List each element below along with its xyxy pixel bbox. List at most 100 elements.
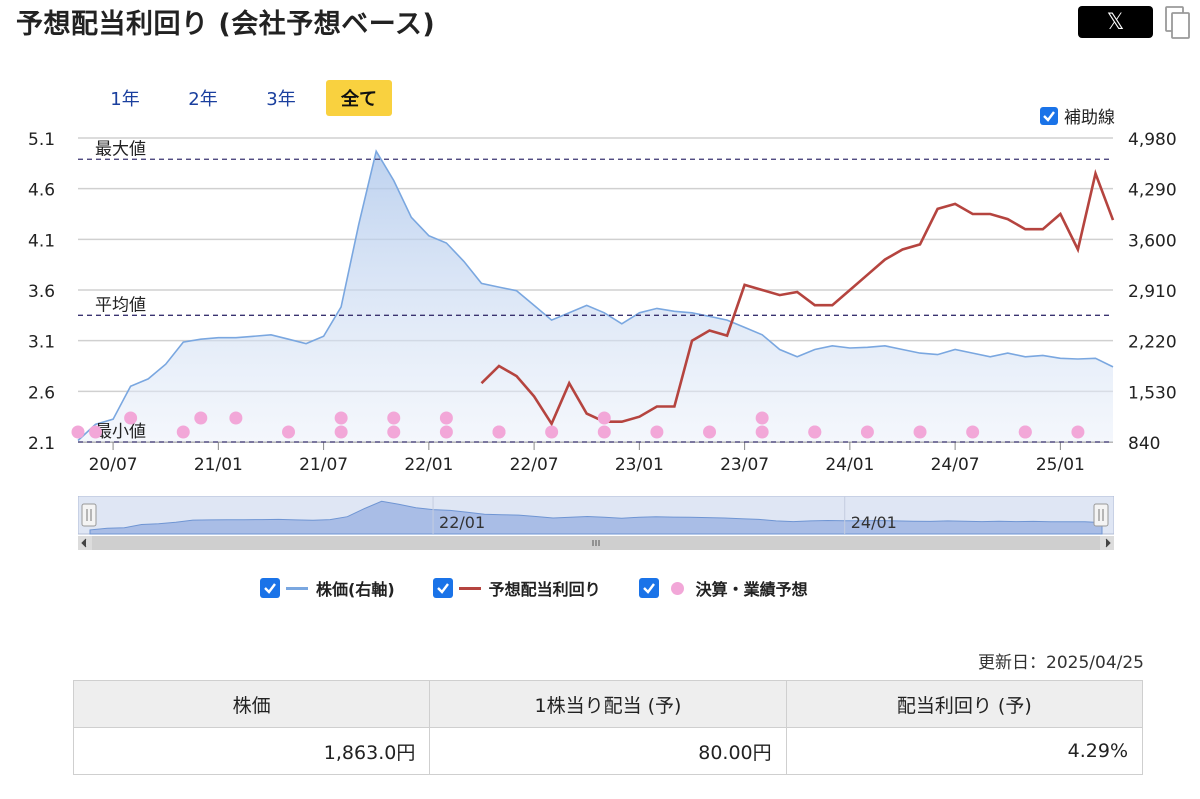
earnings-event-marker — [439, 425, 453, 439]
x-tick-label: 24/01 — [825, 455, 874, 475]
earnings-event-marker — [492, 425, 506, 439]
legend-item-yield[interactable]: 予想配当利回り — [432, 576, 601, 600]
table-header-cell: 1株当り配当 (予) — [429, 680, 787, 728]
summary-table: 株価 1株当り配当 (予) 配当利回り (予) 1,863.0円 80.00円 … — [72, 680, 1144, 775]
y-tick-label-right: 4,290 — [1128, 181, 1177, 201]
reference-line-label: 最小値 — [95, 422, 146, 442]
navigator-handle[interactable] — [1093, 503, 1109, 527]
y-tick-label-left: 3.6 — [28, 282, 55, 302]
range-tab-all[interactable]: 全て — [326, 80, 392, 116]
yield-line — [480, 169, 1115, 427]
y-tick-label-right: 4,980 — [1128, 130, 1177, 150]
x-logo-icon: 𝕏 — [1106, 9, 1125, 35]
y-tick-label-right: 1,530 — [1128, 383, 1177, 403]
earnings-event-marker — [282, 425, 296, 439]
dividend-yield-value: 4.29% — [785, 727, 1144, 775]
range-tabs: 1年 2年 3年 全て — [92, 80, 404, 116]
navigator-handle[interactable] — [81, 503, 97, 527]
earnings-event-marker — [545, 425, 559, 439]
x-tick-label: 22/07 — [510, 455, 559, 475]
checkbox-checked-icon[interactable] — [260, 578, 280, 598]
y-tick-label-right: 3,600 — [1128, 231, 1177, 251]
y-tick-label-right: 840 — [1128, 434, 1160, 454]
earnings-event-marker — [387, 425, 401, 439]
earnings-event-marker — [597, 411, 611, 425]
dividend-per-share-value: 80.00円 — [429, 727, 787, 775]
price-area — [78, 151, 1113, 442]
copy-icon — [1165, 6, 1190, 39]
x-tick-label: 25/01 — [1036, 455, 1085, 475]
table-header-cell: 株価 — [72, 680, 431, 728]
earnings-event-marker — [597, 425, 611, 439]
earnings-event-marker — [124, 411, 138, 425]
reference-line-label: 最大値 — [95, 139, 146, 159]
table-row: 1,863.0円 80.00円 4.29% — [72, 727, 1144, 775]
updated-date: 更新日：2025/04/25 — [978, 653, 1144, 673]
dividend-yield-chart: 5.1 4,980 4.6 4,290 4.1 3,600 3.6 2,910 3.1 2,220… — [28, 130, 1177, 475]
earnings-event-marker — [334, 425, 348, 439]
x-tick-label: 23/07 — [720, 455, 769, 475]
earnings-event-marker — [334, 411, 348, 425]
y-tick-label-left: 3.1 — [28, 333, 55, 353]
earnings-event-marker — [194, 411, 208, 425]
table-header-row: 株価 1株当り配当 (予) 配当利回り (予) — [72, 680, 1144, 728]
x-tick-label: 23/01 — [615, 455, 664, 475]
checkbox-checked-icon[interactable] — [638, 578, 659, 598]
earnings-event-marker — [89, 425, 103, 439]
earnings-event-marker — [913, 425, 927, 439]
range-tab-1y[interactable]: 1年 — [110, 89, 140, 110]
legend-item-earnings[interactable]: 決算・業績予想 — [638, 576, 808, 600]
legend-label: 株価(右軸) — [316, 580, 395, 599]
legend-dot-swatch — [670, 581, 684, 595]
x-tick-label: 22/01 — [404, 455, 453, 475]
checkbox-checked-icon[interactable] — [1040, 106, 1058, 125]
x-tick-label: 21/01 — [194, 455, 243, 475]
reference-line-label: 平均値 — [95, 295, 146, 315]
y-tick-label-left: 4.6 — [28, 181, 55, 201]
y-tick-label-left: 2.6 — [28, 383, 55, 403]
navigator-series — [89, 500, 1103, 535]
x-tick-label: 24/07 — [931, 455, 980, 475]
earnings-event-marker — [860, 425, 874, 439]
range-tab-3y[interactable]: 3年 — [266, 89, 296, 110]
earnings-event-marker — [755, 425, 769, 439]
earnings-event-marker — [755, 411, 769, 425]
legend-line-swatch — [458, 586, 481, 590]
earnings-event-marker — [229, 411, 243, 425]
y-tick-label-left: 4.1 — [28, 231, 55, 251]
page-title: 予想配当利回り (会社予想ベース) — [16, 9, 436, 40]
earnings-event-marker — [650, 425, 664, 439]
legend-item-price[interactable]: 株価(右軸) — [260, 576, 395, 600]
navigator-tick-label: 24/01 — [851, 513, 897, 532]
y-tick-label-left: 2.1 — [28, 434, 55, 454]
legend-label: 決算・業績予想 — [695, 580, 808, 599]
checkbox-checked-icon[interactable] — [432, 578, 453, 598]
y-tick-label-right: 2,220 — [1128, 333, 1177, 353]
range-navigator[interactable]: 22/01 24/01 — [78, 496, 1114, 552]
chart-legend: 株価(右軸) 予想配当利回り 決算・業績予想 — [260, 576, 846, 600]
y-tick-label-left: 5.1 — [28, 130, 55, 150]
copy-link-button[interactable] — [1165, 6, 1191, 40]
earnings-event-marker — [703, 425, 717, 439]
x-tick-label: 20/07 — [89, 455, 138, 475]
stock-price-value: 1,863.0円 — [72, 727, 431, 775]
legend-label: 予想配当利回り — [488, 580, 601, 599]
y-tick-label-right: 2,910 — [1128, 282, 1177, 302]
scroll-arrow-icon[interactable] — [1105, 538, 1111, 548]
share-x-button[interactable]: 𝕏 — [1078, 6, 1153, 38]
aux-lines-toggle[interactable]: 補助線 — [1040, 103, 1115, 128]
aux-lines-label: 補助線 — [1064, 108, 1115, 128]
earnings-event-marker — [176, 425, 190, 439]
range-tab-2y[interactable]: 2年 — [188, 89, 218, 110]
earnings-event-marker — [966, 425, 980, 439]
scroll-arrow-icon[interactable] — [81, 538, 87, 548]
earnings-event-marker — [808, 425, 822, 439]
price-line — [77, 149, 1114, 442]
earnings-event-marker — [1018, 425, 1032, 439]
earnings-event-marker — [387, 411, 401, 425]
legend-line-swatch — [286, 586, 308, 590]
earnings-event-marker — [439, 411, 453, 425]
table-header-cell: 配当利回り (予) — [785, 680, 1144, 728]
x-tick-label: 21/07 — [299, 455, 348, 475]
navigator-tick-label: 22/01 — [439, 513, 485, 532]
